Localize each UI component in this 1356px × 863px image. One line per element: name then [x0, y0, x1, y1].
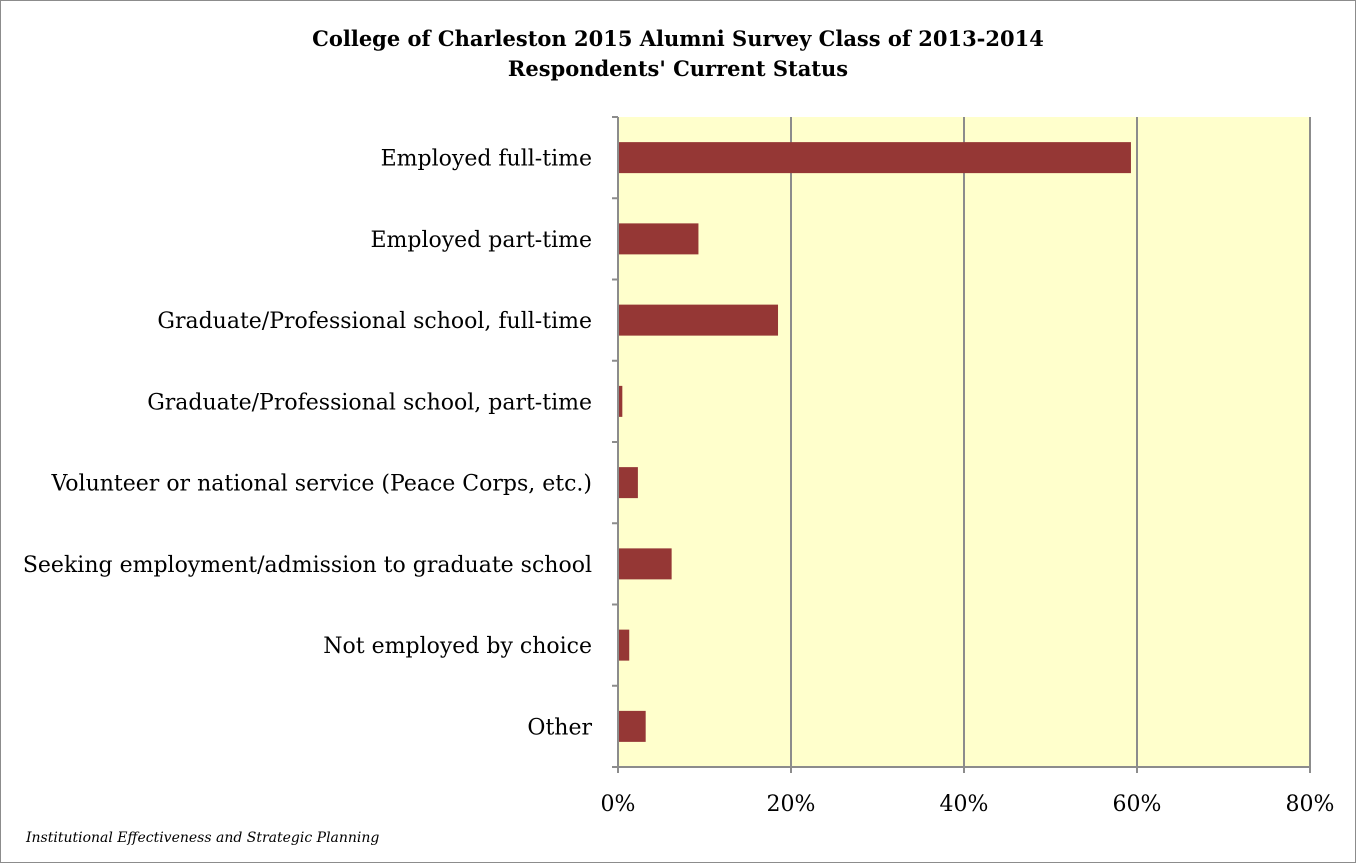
x-tick-label: 0% [601, 792, 636, 817]
category-labels: Employed full-time Employed part-time Grad… [23, 147, 593, 741]
bar [618, 548, 672, 580]
bar [618, 223, 699, 255]
gridlines [790, 117, 1311, 767]
axes [612, 116, 1311, 773]
footer-note: Institutional Effectiveness and Strategi… [26, 830, 380, 846]
x-tick-label: 20% [767, 792, 816, 817]
x-tick-label: 60% [1113, 792, 1162, 817]
category-label: Graduate/Professional school, part-time [147, 390, 592, 415]
category-label: Graduate/Professional school, full-time [157, 309, 592, 334]
bar [618, 304, 779, 336]
bar [618, 467, 638, 499]
chart-subtitle: Respondents' Current Status [508, 56, 848, 81]
x-tick-label: 80% [1286, 792, 1335, 817]
category-label: Other [527, 715, 592, 740]
chart-title: College of Charleston 2015 Alumni Survey… [312, 26, 1044, 51]
category-label: Seeking employment/admission to graduate… [23, 553, 592, 578]
bar [618, 385, 623, 417]
category-label: Employed full-time [381, 147, 592, 172]
bar [618, 710, 646, 742]
bars [618, 142, 1131, 742]
bar [618, 629, 630, 661]
category-label: Not employed by choice [323, 634, 592, 659]
category-label: Volunteer or national service (Peace Cor… [50, 472, 592, 497]
category-label: Employed part-time [370, 228, 592, 253]
x-tick-label: 40% [940, 792, 989, 817]
tick-labels: 0% 20% 40% 60% 80% [601, 792, 1335, 817]
bar [618, 142, 1131, 174]
